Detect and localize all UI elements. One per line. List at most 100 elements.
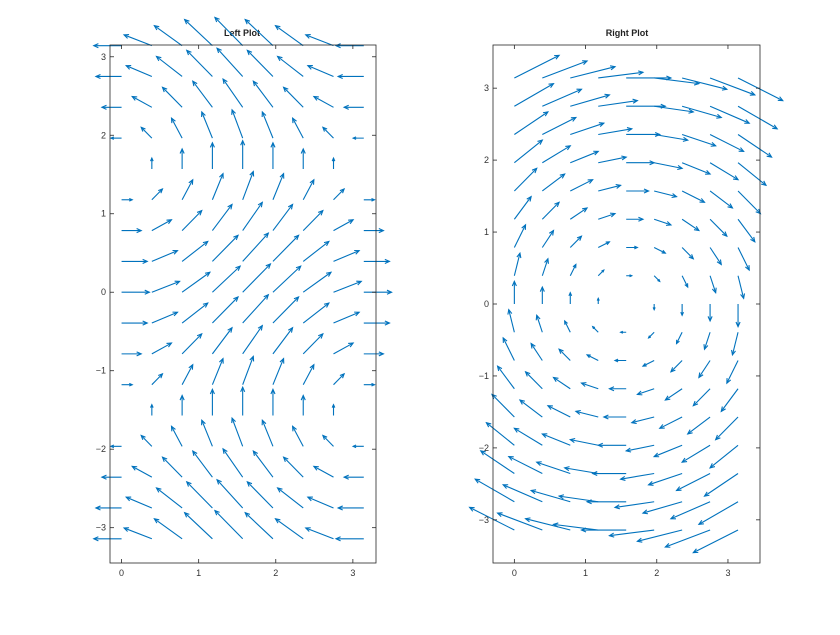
- quiver-arrow: [626, 275, 632, 277]
- arrow-shaft: [654, 445, 682, 456]
- quiver-arrow: [570, 208, 587, 219]
- quiver-arrow: [364, 259, 390, 263]
- quiver-arrow: [542, 202, 559, 219]
- quiver-arrow: [273, 174, 284, 200]
- quiver-arrow: [152, 374, 163, 385]
- quiver-arrow: [508, 310, 514, 333]
- quiver-arrow: [626, 104, 665, 108]
- quiver-arrow: [212, 297, 238, 323]
- quiver-arrow: [182, 365, 193, 385]
- arrow-shaft: [542, 118, 576, 135]
- y-tick-label: 3: [101, 52, 106, 62]
- arrow-shaft: [212, 359, 223, 385]
- quiver-arrow: [152, 189, 163, 200]
- arrow-shaft: [334, 220, 354, 231]
- quiver-arrow: [212, 266, 240, 292]
- arrow-shaft: [152, 281, 180, 292]
- arrow-shaft: [693, 389, 710, 406]
- arrow-shaft: [738, 191, 760, 214]
- quiver-arrow: [587, 355, 598, 361]
- quiver-arrow: [682, 219, 699, 230]
- arrow-shaft: [273, 359, 284, 385]
- quiver-arrow: [738, 276, 744, 299]
- quiver-arrow: [738, 247, 749, 270]
- arrow-shaft: [185, 20, 213, 46]
- arrow-shaft: [212, 297, 238, 323]
- arrow-shaft: [699, 502, 738, 525]
- quiver-arrow: [284, 87, 304, 107]
- quiver-arrow: [152, 281, 180, 292]
- quiver-arrow: [111, 445, 122, 448]
- arrow-shaft: [671, 502, 710, 519]
- quiver-arrow: [278, 57, 304, 77]
- arrow-shaft: [308, 66, 334, 77]
- quiver-arrow: [353, 445, 364, 448]
- quiver-arrow: [498, 366, 515, 389]
- quiver-arrow: [486, 423, 514, 446]
- quiver-arrow: [682, 247, 693, 258]
- quiver-arrow: [332, 405, 335, 416]
- arrow-shaft: [514, 225, 525, 248]
- arrow-shaft: [156, 488, 182, 508]
- arrow-shaft: [609, 530, 654, 536]
- quiver-arrow: [334, 189, 345, 200]
- arrow-shaft: [202, 420, 213, 446]
- quiver-arrow: [126, 66, 152, 77]
- y-tick-label: −2: [96, 444, 106, 454]
- arrow-shaft: [152, 312, 178, 323]
- arrow-shaft: [492, 394, 514, 417]
- x-tick-label: 3: [350, 568, 355, 578]
- quiver-arrow: [308, 66, 334, 77]
- arrow-shaft: [182, 241, 208, 261]
- arrow-shaft: [554, 377, 571, 388]
- quiver-arrow: [514, 428, 542, 445]
- arrow-shaft: [187, 482, 213, 508]
- arrow-shaft: [570, 123, 604, 134]
- quiver-arrow: [152, 343, 172, 354]
- quiver-arrow: [570, 151, 598, 162]
- arrow-shaft: [665, 389, 682, 400]
- arrow-shaft: [548, 406, 570, 417]
- quiver-arrow: [171, 118, 182, 138]
- arrow-shaft: [182, 334, 202, 354]
- arrow-shaft: [649, 474, 683, 485]
- arrow-shaft: [275, 519, 303, 539]
- y-tick-label: −2: [479, 443, 489, 453]
- quiver-arrow: [210, 389, 214, 415]
- quiver-arrow: [273, 235, 299, 261]
- quiver-arrow: [364, 198, 375, 201]
- quiver-arrow: [303, 241, 329, 261]
- arrow-shaft: [334, 189, 345, 200]
- quiver-arrow: [154, 519, 182, 539]
- arrow-shaft: [710, 191, 732, 208]
- quiver-arrow: [334, 250, 360, 261]
- quiver-arrow: [262, 112, 273, 138]
- arrow-shaft: [615, 502, 654, 508]
- arrow-shaft: [526, 372, 543, 389]
- quiver-arrow: [570, 94, 609, 106]
- arrow-shaft: [306, 528, 334, 539]
- arrow-shaft: [598, 72, 643, 78]
- quiver-arrow: [185, 20, 213, 46]
- quiver-arrow: [303, 211, 323, 231]
- arrow-shaft: [182, 272, 210, 292]
- arrow-shaft: [314, 96, 334, 107]
- arrow-shaft: [126, 66, 152, 77]
- quiver-arrow: [301, 396, 305, 416]
- quiver-arrow: [303, 272, 331, 292]
- y-tick-label: 2: [484, 155, 489, 165]
- quiver-arrow: [182, 241, 208, 261]
- arrow-shaft: [303, 180, 314, 200]
- arrow-shaft: [171, 118, 182, 138]
- arrow-shaft: [152, 374, 163, 385]
- arrow-shaft: [570, 236, 581, 247]
- quiver-arrow: [217, 480, 243, 508]
- quiver-arrow: [171, 426, 182, 446]
- quiver-arrow: [514, 140, 542, 163]
- arrow-shaft: [509, 457, 543, 474]
- arrow-shaft: [486, 423, 514, 446]
- quiver-arrow: [132, 466, 152, 477]
- arrow-shaft: [323, 127, 334, 138]
- quiver-arrow: [654, 163, 682, 170]
